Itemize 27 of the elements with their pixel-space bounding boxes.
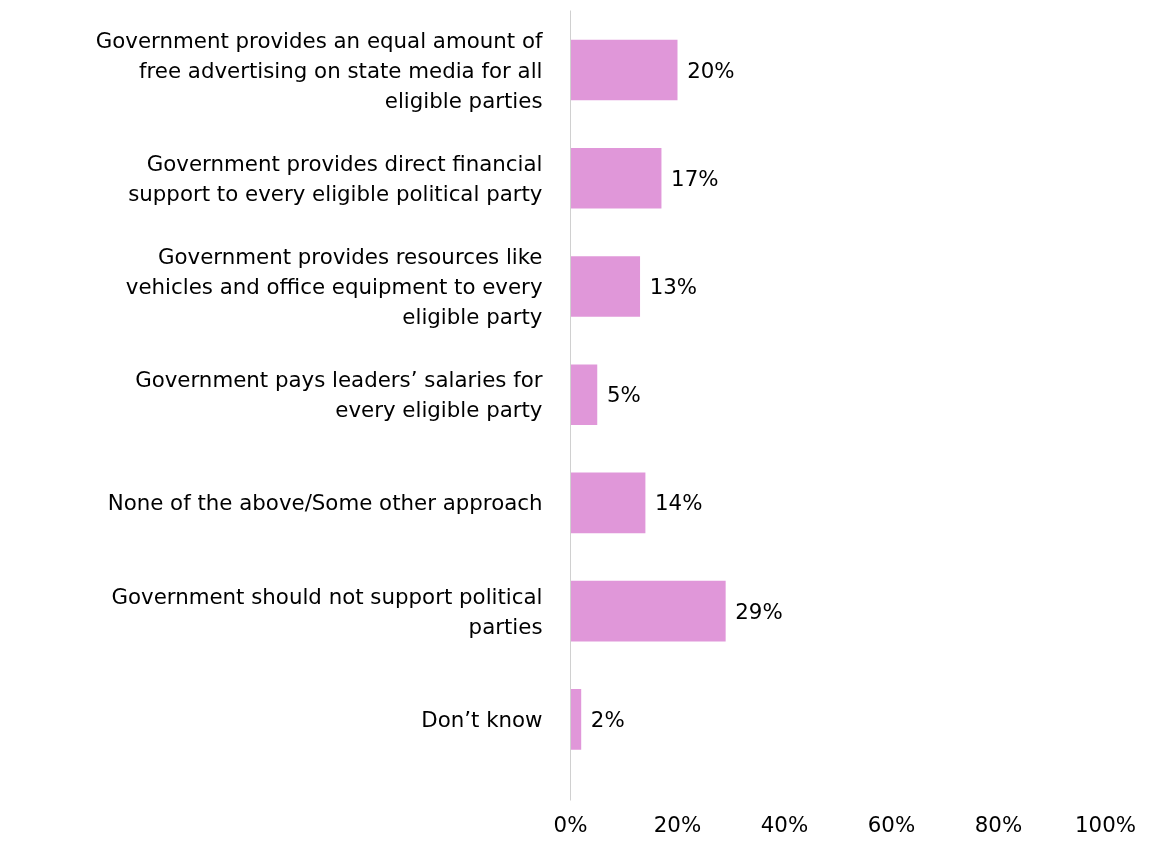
data-label: 13%: [649, 273, 698, 299]
bar: [570, 364, 598, 425]
data-label: 17%: [671, 165, 719, 191]
data-label: 14%: [655, 490, 703, 516]
x-tick-label: 40%: [760, 811, 809, 837]
x-tick-label: 80%: [974, 811, 1023, 837]
bar: [570, 472, 646, 534]
x-tick-label: 0%: [553, 811, 588, 837]
bar: [570, 147, 662, 209]
data-label: 29%: [735, 598, 783, 624]
data-label: 2%: [590, 706, 625, 732]
y-tick-label: Don’t know: [421, 706, 543, 732]
bar: [570, 580, 726, 642]
data-label: 5%: [606, 382, 641, 408]
x-tick-label: 60%: [867, 811, 916, 837]
x-tick-label: 20%: [653, 811, 702, 837]
y-tick-label: Government provides resources like vehicles and office equipment to every eligible party: [125, 243, 543, 329]
y-tick-label: Government provides direct financial support to every eligible political party: [128, 150, 543, 206]
x-tick-label: 100%: [1075, 811, 1136, 837]
bar: [570, 256, 641, 317]
data-label: 20%: [687, 57, 735, 83]
y-tick-label: Government provides an equal amount of free advertising on state media for all eligible parties: [95, 27, 543, 113]
bar: [570, 689, 582, 750]
bar: [570, 39, 678, 101]
y-tick-label: None of the above/Some other approach: [107, 490, 543, 516]
y-tick-label: Government should not support political parties: [111, 583, 543, 639]
y-tick-label: Government pays leaders’ salaries for every eligible party: [135, 367, 543, 423]
